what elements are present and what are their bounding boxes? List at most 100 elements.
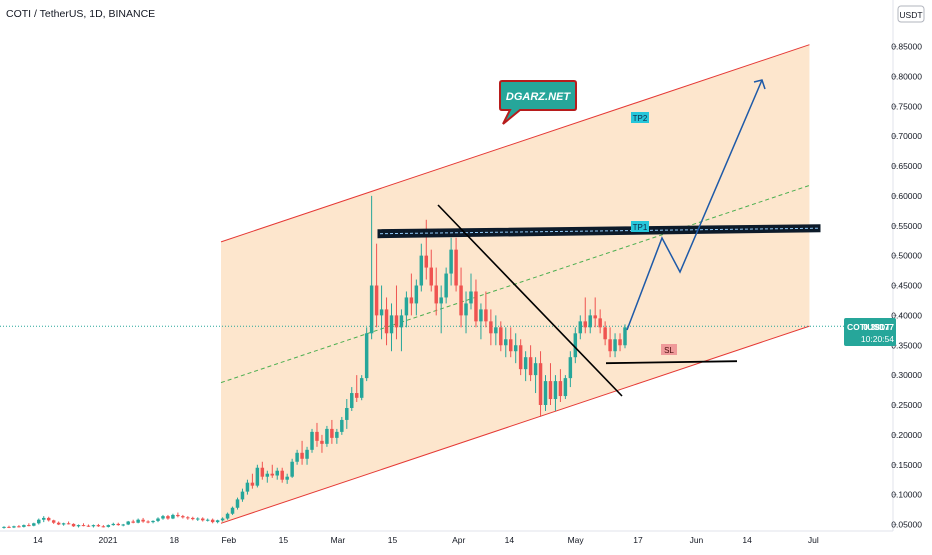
candle-body	[230, 507, 235, 514]
time-axis-label: May	[568, 535, 585, 545]
candle-body	[101, 526, 106, 528]
candle-body	[131, 521, 135, 523]
candle-body	[240, 491, 245, 500]
candle-body	[563, 378, 568, 397]
candle-body	[364, 333, 369, 379]
time-axis-label: 17	[633, 535, 643, 545]
candle-body	[86, 525, 91, 527]
candle-body	[280, 470, 284, 480]
candle-body	[474, 291, 478, 322]
candle-body	[141, 519, 145, 522]
symbol-label: COTIUSDT	[847, 322, 891, 332]
candle-body	[22, 525, 26, 527]
price-axis-label: 0.45000	[891, 281, 922, 291]
candle-body	[434, 285, 438, 304]
candle-body	[340, 419, 344, 432]
time-axis-label: 15	[388, 535, 398, 545]
candle-body	[335, 431, 339, 438]
candle-body	[265, 473, 270, 477]
candle-body	[454, 249, 458, 286]
candle-body	[220, 518, 225, 521]
candle-body	[275, 470, 279, 476]
candle-body	[573, 333, 578, 358]
candle-body	[186, 517, 190, 519]
price-axis-label: 0.20000	[891, 430, 922, 440]
candle-body	[66, 523, 71, 525]
candle-body	[523, 357, 528, 370]
candle-body	[270, 473, 275, 476]
candle-body	[200, 518, 205, 521]
candle-body	[111, 523, 116, 526]
candle-body	[76, 525, 81, 527]
channel-midline	[220, 184, 810, 384]
candle-body	[578, 321, 583, 334]
price-axis-label: 0.55000	[891, 221, 922, 231]
projection-path	[626, 79, 763, 331]
candle-body	[598, 318, 602, 328]
candle-body	[553, 381, 558, 400]
candle-body	[399, 315, 404, 328]
candle-body	[350, 393, 354, 408]
candle-body	[176, 514, 180, 517]
candle-body	[7, 526, 11, 528]
price-axis-label: 0.25000	[891, 400, 922, 410]
tp1-resistance-band	[377, 224, 821, 239]
candle-body	[56, 522, 61, 525]
candle-body	[469, 291, 473, 304]
candle-body	[528, 357, 533, 376]
candle-body	[295, 452, 299, 462]
candle-body	[508, 339, 513, 352]
drawing-layer	[377, 79, 821, 397]
candle-body	[449, 249, 453, 274]
candle-body	[51, 520, 56, 523]
candle-body	[166, 516, 170, 519]
candle-body	[603, 327, 607, 340]
candle-body	[61, 523, 66, 525]
watermark-bubble	[499, 80, 577, 125]
price-axis-label: 0.05000	[891, 520, 922, 530]
candle-body	[245, 482, 250, 492]
candle-body	[37, 519, 41, 524]
candle-body	[42, 517, 46, 520]
candle-body	[121, 524, 125, 526]
time-axis-label: 14	[742, 535, 752, 545]
price-axis-label: 0.10000	[891, 490, 922, 500]
time-axis-label: Jun	[690, 535, 704, 545]
candle-body	[250, 482, 255, 486]
countdown-label: 10:20:54	[861, 334, 894, 344]
tp1-text: TP1	[633, 223, 648, 232]
candle-body	[210, 519, 215, 523]
candle-body	[494, 327, 498, 334]
candle-body	[116, 523, 121, 526]
price-axis-label: 0.15000	[891, 460, 922, 470]
candle-body	[345, 407, 349, 420]
candle-body	[479, 309, 483, 322]
price-axis-label: 0.50000	[891, 251, 922, 261]
candle-body	[429, 267, 433, 286]
candle-body	[618, 339, 622, 346]
time-axis-label: Jul	[808, 535, 819, 545]
candle-body	[568, 357, 573, 379]
currency-button[interactable]: USDT	[897, 5, 925, 23]
candle-body	[136, 519, 140, 523]
candle-body	[300, 452, 304, 459]
candle-body	[305, 449, 309, 459]
candle-body	[459, 285, 463, 316]
price-axis: 0.85000 0.80000 0.75000 0.70000 0.65000 0.600…	[891, 42, 922, 530]
sl-label: SL	[661, 344, 677, 355]
candle-body	[543, 381, 548, 405]
price-axis-label: 0.65000	[891, 161, 922, 171]
candle-body	[394, 315, 399, 328]
candle-body	[389, 315, 394, 334]
time-axis: 14 2021 18 Feb 15 Mar 15 Apr 14 May 17 Jun 14 Jul	[33, 535, 819, 545]
channel-layer	[0, 44, 893, 524]
candle-body	[384, 309, 389, 334]
candle-body	[354, 393, 359, 398]
candle-body	[464, 303, 468, 316]
tp1-label: TP1	[631, 221, 649, 232]
channel-lower-line	[220, 325, 810, 524]
candle-body	[409, 297, 414, 304]
candle-body	[285, 476, 289, 480]
sl-text: SL	[664, 346, 674, 355]
